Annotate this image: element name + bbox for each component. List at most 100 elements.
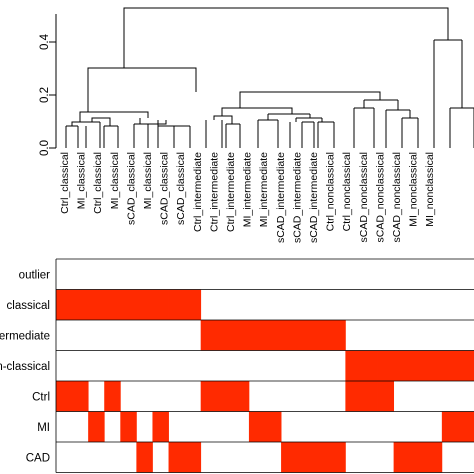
leaf-label: Ctrl_intermediate bbox=[225, 152, 237, 232]
row-label: classical bbox=[7, 300, 50, 312]
dendrogram-branch bbox=[157, 120, 184, 127]
row-label: MI bbox=[37, 422, 50, 434]
leaf-label: sCAD_intermediate bbox=[275, 152, 287, 243]
annotation-cell bbox=[104, 289, 121, 320]
leaf-label: Ctrl_nonclassical bbox=[325, 152, 337, 231]
leaf-label: Ctrl_classical bbox=[92, 152, 104, 214]
leaf-label: MI_intermediate bbox=[258, 152, 270, 227]
annotation-cell bbox=[200, 320, 218, 351]
dendrogram-branch bbox=[317, 121, 335, 148]
dendrogram-branch bbox=[363, 99, 399, 110]
annotation-cell bbox=[425, 350, 443, 381]
leaf-label: sCAD_intermediate bbox=[308, 152, 320, 243]
annotation-cell bbox=[120, 289, 137, 320]
leaf-label: sCAD_nonclassical bbox=[374, 152, 386, 242]
y-axis: 0.0 0.2 0.4 bbox=[39, 14, 57, 156]
annotation-cell bbox=[409, 350, 427, 381]
annotation-cell bbox=[345, 381, 362, 412]
dendrogram-branch bbox=[139, 118, 167, 125]
annotation-cell bbox=[441, 411, 459, 442]
annotation-cell bbox=[200, 381, 218, 412]
annotation-cell bbox=[265, 411, 282, 442]
leaf-label: sCAD_classical bbox=[125, 152, 137, 225]
leaf-label: MI_nonclassical bbox=[408, 152, 420, 227]
dendrogram-branch bbox=[65, 125, 79, 148]
dendrogram-branch bbox=[157, 125, 191, 148]
annotation-cell bbox=[329, 442, 346, 473]
dendrogram-branch bbox=[239, 91, 381, 108]
annotation-cell bbox=[393, 350, 411, 381]
dendrogram-branch bbox=[221, 107, 293, 116]
annotation-cell bbox=[88, 289, 105, 320]
dendrogram-branch bbox=[225, 123, 241, 148]
dendrogram-branch bbox=[353, 107, 375, 148]
leaf-label: MI_classical bbox=[109, 152, 121, 209]
y-tick-label: 0.0 bbox=[39, 140, 51, 156]
annotation-cell bbox=[393, 442, 411, 473]
annotation-cell bbox=[281, 320, 298, 351]
dendrogram-branch bbox=[205, 120, 223, 148]
dendrogram-tree bbox=[65, 7, 474, 148]
leaf-label: sCAD_nonclassical bbox=[391, 152, 403, 242]
annotation-cell bbox=[248, 411, 266, 442]
annotation-cell bbox=[329, 320, 346, 351]
annotation-cell bbox=[152, 289, 169, 320]
annotation-cell bbox=[248, 320, 266, 351]
annotation-cell bbox=[409, 442, 427, 473]
dendrogram-branch bbox=[103, 125, 119, 148]
annotation-cell bbox=[361, 381, 378, 412]
annotation-cell bbox=[425, 442, 443, 473]
dendrogram-branch bbox=[213, 115, 233, 124]
annotation-cell bbox=[232, 320, 250, 351]
annotation-cell bbox=[184, 442, 202, 473]
annotation-cell bbox=[457, 350, 474, 381]
leaf-label: sCAD_classical bbox=[175, 152, 187, 225]
row-label: CAD bbox=[26, 452, 50, 464]
annotation-cell bbox=[457, 411, 474, 442]
leaf-label: Ctrl_intermediate bbox=[192, 152, 204, 232]
row-label: Ctrl bbox=[32, 391, 50, 403]
annotation-heatmap: outlier classical ntermediate n-classical Ct… bbox=[0, 258, 474, 473]
dendrogram-branch bbox=[289, 121, 315, 148]
dendrogram-branch bbox=[133, 123, 149, 148]
annotation-cell bbox=[152, 411, 169, 442]
y-tick-label: 0.2 bbox=[39, 87, 51, 103]
annotation-cell bbox=[168, 442, 186, 473]
annotation-cell bbox=[136, 442, 153, 473]
dendrogram-branch bbox=[123, 7, 449, 68]
dendrogram-branch bbox=[401, 117, 419, 148]
row-label: ntermediate bbox=[0, 330, 50, 342]
dendrogram-branch bbox=[295, 117, 323, 122]
leaf-label: sCAD_intermediate bbox=[291, 152, 303, 243]
leaf-label: MI_intermediate bbox=[242, 152, 254, 227]
annotation-cell bbox=[361, 350, 378, 381]
annotation-cell bbox=[313, 442, 330, 473]
annotation-cell bbox=[232, 381, 250, 412]
dendrogram-branch bbox=[257, 119, 279, 148]
leaf-label: MI_classical bbox=[142, 152, 154, 209]
annotation-cell bbox=[120, 411, 137, 442]
annotation-cell bbox=[297, 442, 314, 473]
dendrogram-branch bbox=[91, 117, 111, 126]
annotation-cell bbox=[345, 350, 362, 381]
dendrogram-branch bbox=[87, 67, 197, 112]
annotation-cell bbox=[56, 289, 73, 320]
dendrogram-branch bbox=[433, 39, 463, 148]
annotation-cell bbox=[216, 320, 234, 351]
dendrogram-branch bbox=[85, 122, 101, 148]
dendrogram-branch bbox=[267, 113, 311, 120]
row-label: n-classical bbox=[0, 361, 50, 373]
dendrogram-branch bbox=[71, 121, 100, 126]
dendrogram-branch bbox=[79, 111, 149, 122]
leaf-labels: Ctrl_classical MI_classical Ctrl_classical… bbox=[59, 152, 436, 243]
annotation-cell bbox=[72, 289, 89, 320]
leaf-label: Ctrl_nonclassical bbox=[341, 152, 353, 231]
y-tick-label: 0.4 bbox=[39, 33, 51, 50]
annotation-cell bbox=[168, 289, 186, 320]
leaf-label: Ctrl_intermediate bbox=[208, 152, 220, 232]
leaf-label: MI_nonclassical bbox=[424, 152, 436, 227]
leaf-label: Ctrl_classical bbox=[59, 152, 71, 214]
dendrogram-branch bbox=[385, 109, 411, 148]
leaf-label: sCAD_nonclassical bbox=[358, 152, 370, 242]
